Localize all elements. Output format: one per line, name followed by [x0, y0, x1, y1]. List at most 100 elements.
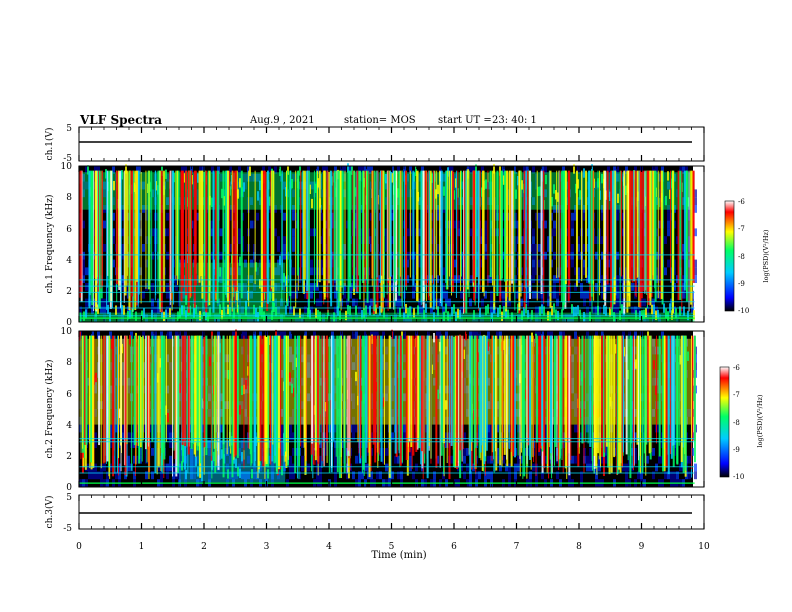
- spheric-line: [346, 335, 348, 474]
- spheric-line: [200, 335, 203, 474]
- spheric-line: [446, 335, 448, 464]
- spheric-line: [154, 170, 156, 301]
- spheric-line: [364, 170, 366, 293]
- spheric-line: [636, 170, 638, 279]
- spheric-line: [306, 170, 309, 292]
- ch2-freq-ytick-0: 0: [66, 483, 72, 493]
- spheric-line: [279, 335, 282, 470]
- spheric-line: [222, 170, 225, 310]
- spheric-line: [450, 335, 453, 446]
- spheric-line: [374, 335, 377, 463]
- spheric-line: [287, 335, 289, 460]
- spheric-line: [644, 170, 646, 294]
- spheric-line: [297, 170, 300, 276]
- spheric-line: [506, 170, 508, 282]
- spheric-line: [304, 170, 306, 280]
- ch1-freq-ytick-6: 6: [66, 225, 72, 235]
- ch2-colorbar-tick: -6: [733, 364, 740, 372]
- spheric-line: [432, 170, 434, 285]
- figure-title: VLF Spectra: [80, 113, 163, 127]
- ch2-colorbar-tick: -8: [733, 419, 740, 427]
- spheric-line: [435, 335, 438, 468]
- spheric-line: [154, 335, 157, 474]
- spheric-line: [652, 170, 655, 281]
- spheric-line: [568, 335, 571, 476]
- ch1-colorbar-tick: -8: [738, 253, 745, 261]
- spheric-line: [232, 170, 234, 285]
- spheric-line: [556, 170, 558, 279]
- spheric-line: [90, 335, 93, 463]
- spheric-line: [177, 170, 180, 280]
- spheric-line: [405, 335, 408, 461]
- spheric-line: [100, 335, 102, 469]
- spheric-line: [478, 170, 480, 303]
- x-tick-label: 8: [576, 542, 582, 552]
- spheric-line: [639, 170, 642, 309]
- spheric-line: [316, 170, 318, 288]
- spheric-line: [577, 335, 580, 467]
- spheric-line: [250, 335, 252, 466]
- spheric-line: [677, 170, 680, 300]
- spheric-line: [226, 335, 228, 455]
- spheric-line: [611, 170, 614, 288]
- spheric-line: [368, 170, 370, 284]
- spheric-line: [595, 335, 598, 469]
- spheric-line: [398, 170, 401, 296]
- ch1-freq-ytick-4: 4: [66, 256, 72, 266]
- spheric-line: [631, 170, 634, 283]
- spheric-line: [681, 170, 683, 312]
- spheric-line: [448, 335, 450, 444]
- spheric-line: [468, 335, 470, 455]
- spheric-line: [526, 170, 529, 288]
- spheric-line: [169, 170, 171, 291]
- spheric-line: [80, 335, 82, 453]
- spheric-line: [559, 170, 561, 280]
- spheric-line: [455, 170, 457, 298]
- spheric-line: [307, 170, 310, 314]
- spheric-line: [457, 335, 460, 468]
- spheric-line: [104, 335, 106, 463]
- spheric-line: [424, 335, 426, 454]
- spheric-line: [380, 170, 382, 283]
- spheric-line: [109, 170, 112, 309]
- spheric-line: [476, 335, 478, 446]
- spheric-line: [162, 170, 164, 293]
- spheric-line: [422, 335, 424, 479]
- spheric-line: [147, 170, 150, 290]
- spheric-line: [272, 335, 274, 445]
- spheric-line: [151, 170, 153, 280]
- spheric-line: [111, 170, 113, 309]
- spheric-line: [514, 170, 516, 311]
- spheric-line: [366, 335, 368, 448]
- spheric-line: [259, 335, 261, 441]
- spheric-line: [654, 170, 656, 289]
- spheric-line: [120, 335, 122, 472]
- spheric-line: [90, 170, 93, 293]
- spheric-line: [247, 335, 249, 449]
- spheric-line: [629, 170, 631, 282]
- ch3-voltage-ytick-top: 5: [66, 493, 72, 503]
- spheric-line: [633, 170, 635, 282]
- spheric-line: [634, 170, 636, 296]
- spheric-line: [618, 335, 621, 470]
- spheric-line: [412, 170, 415, 286]
- spheric-line: [690, 335, 692, 442]
- spheric-line: [638, 335, 640, 461]
- ch1-freq-ytick-2: 2: [66, 287, 72, 297]
- spheric-line: [562, 170, 565, 311]
- spheric-line: [328, 335, 330, 473]
- spheric-line: [395, 170, 398, 301]
- spheric-line: [381, 170, 383, 276]
- spheric-line: [373, 170, 376, 311]
- spheric-line: [506, 335, 508, 460]
- start-ut-label: start UT =: [438, 115, 495, 126]
- spheric-line: [474, 170, 476, 303]
- spheric-line: [210, 335, 212, 461]
- spheric-line: [372, 335, 375, 445]
- spheric-line: [648, 335, 651, 454]
- spheric-line: [491, 335, 494, 453]
- spheric-line: [198, 170, 201, 283]
- ch2-freq-ytick-2: 2: [66, 452, 72, 462]
- spheric-line: [525, 170, 527, 303]
- spheric-line: [655, 335, 657, 444]
